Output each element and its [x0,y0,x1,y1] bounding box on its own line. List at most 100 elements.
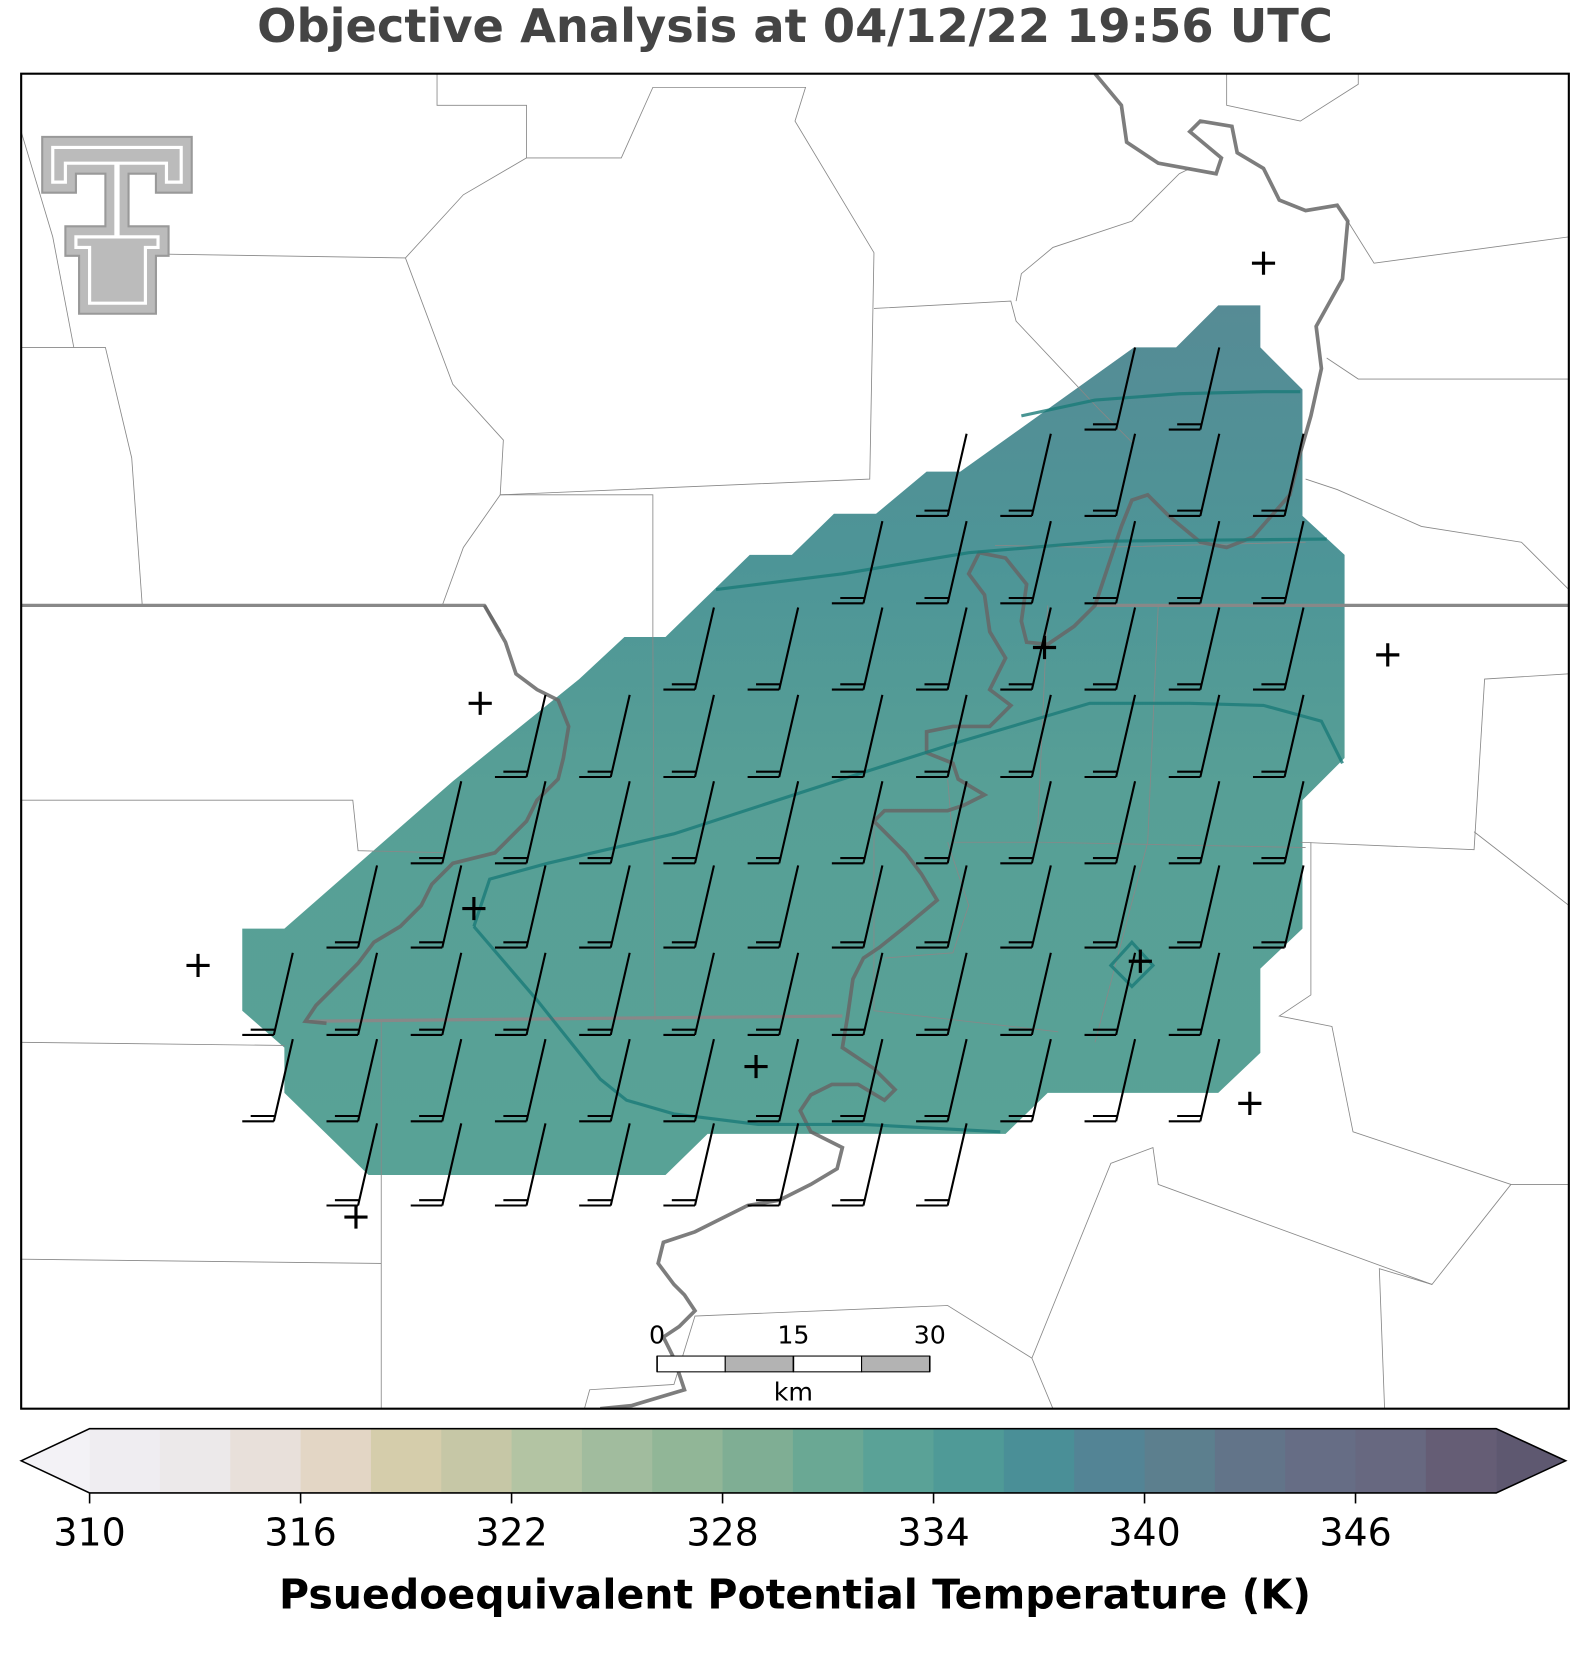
colorbar-label: Psuedoequivalent Potential Temperature (… [279,1571,1311,1619]
barb-shape [663,1038,715,1123]
wind-barb [1252,694,1305,779]
wind-barb [579,952,631,1036]
wind-barb [1252,865,1305,949]
barb-shape [410,1038,463,1123]
colorbar-bin [89,1428,161,1493]
wind-barb [494,1038,547,1123]
barb-shape [1252,865,1305,949]
barb-shape [916,1038,968,1123]
station-marker [1032,635,1057,660]
wind-barb [326,865,379,949]
colorbar-tick-label: 334 [897,1511,969,1555]
station-marker [744,1054,768,1079]
barb-shape [1168,607,1221,691]
barb-shape [1000,520,1052,605]
wind-barb [1168,865,1221,949]
barb-shape [916,694,968,779]
colorbar-under [21,1428,90,1493]
barb-shape [1168,520,1221,605]
wind-barb [1168,520,1221,605]
barb-shape [494,780,547,865]
barb-shape [916,520,968,605]
wind-barb [242,1038,294,1123]
colorbar-tick-label: 346 [1319,1511,1391,1555]
wind-barb [1084,520,1137,605]
barb-shape [579,1038,631,1123]
barb-shape [1084,780,1137,865]
barb-shape [1084,520,1137,605]
wind-barb [579,1123,631,1207]
colorbar-bin [863,1428,935,1493]
barb-shape [747,780,800,865]
barb-shape [1084,694,1137,779]
wind-barb [1168,780,1221,865]
barb-shape [747,694,800,779]
barb-shape [831,1038,884,1123]
wind-barb [579,865,631,949]
map [21,73,1569,1409]
wind-barb [916,433,968,517]
barb-shape [663,1123,715,1207]
wind-barb [579,780,631,865]
wind-barb [494,865,547,949]
colorbar-bin [370,1428,442,1493]
wind-barb [831,1038,884,1123]
wind-barb [916,952,968,1036]
wind-barb [831,520,884,605]
wind-barb [326,952,379,1036]
colorbar-over [1496,1428,1566,1493]
map-frame [20,72,1570,1410]
wind-barb [831,1123,884,1207]
barb-shape [410,865,463,949]
wind-barb [1000,1038,1052,1123]
barb-shape [242,1038,294,1123]
barb-shape [1252,780,1305,865]
barb-shape [831,865,884,949]
wind-barb [831,865,884,949]
contours [472,390,1344,1134]
barb-shape [410,1123,463,1207]
wind-barb [747,1038,800,1123]
barb-shape [494,1038,547,1123]
barb-shape [1000,694,1052,779]
station-marker [344,1205,368,1229]
station-marker [462,897,486,921]
wind-barb [1252,607,1305,691]
wind-barb [916,607,968,691]
barb-shape [494,865,547,949]
colorbar-bin [441,1428,513,1493]
wind-barb [410,1123,463,1207]
station-marker [1376,643,1400,667]
barb-shape [1084,347,1137,431]
scale-tick-label: 30 [914,1320,946,1349]
barb-shape [1000,952,1052,1036]
wind-barb [326,1123,379,1207]
colorbar-bin [933,1428,1005,1493]
wind-barb [1168,347,1221,431]
barb-shape [1084,607,1137,691]
barb-shape [579,865,631,949]
wind-barb [410,780,463,865]
scale-tick-label: 0 [649,1320,665,1349]
wind-barb [1000,865,1052,949]
colorbar-bin [1425,1428,1497,1493]
barb-shape [1000,433,1052,517]
barb-shape [747,865,800,949]
barb-shape [663,952,715,1036]
wind-barb [916,1123,968,1207]
wind-barb [663,1038,715,1123]
barb-shape [747,607,800,691]
barb-shape [1168,780,1221,865]
barb-shape [1000,865,1052,949]
wind-barb [1084,780,1137,865]
barb-shape [1168,952,1221,1036]
wind-barb [831,952,884,1036]
colorbar-bin [1355,1428,1427,1493]
barb-shape [326,952,379,1036]
wind-barb [1084,1038,1137,1123]
wind-barb [1084,952,1137,1036]
wind-barb [663,780,715,865]
wind-barb [1000,694,1052,779]
wind-barb [747,607,800,691]
